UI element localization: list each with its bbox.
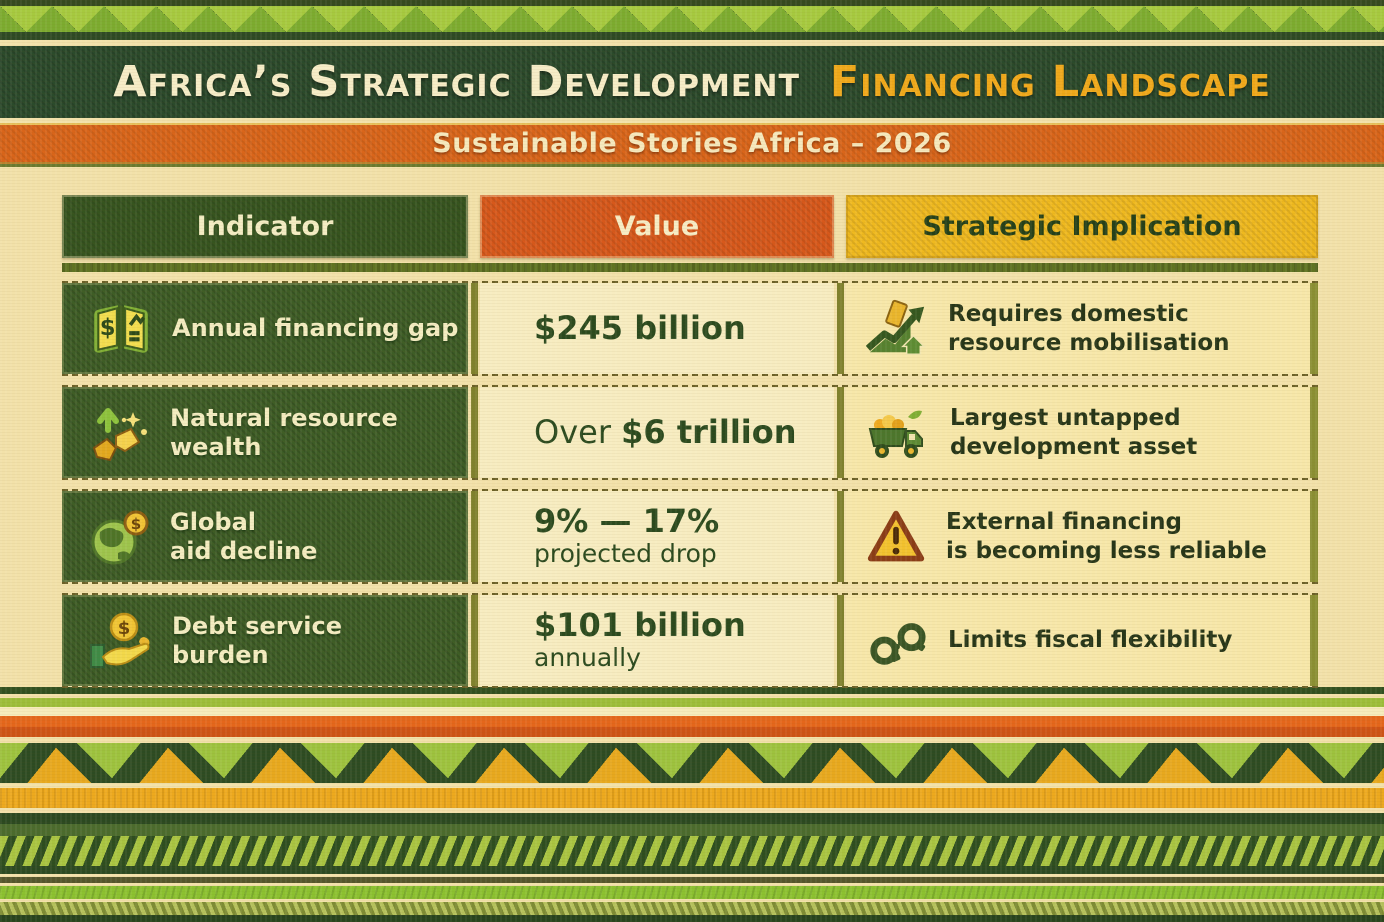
bottom-stripe <box>0 866 1384 874</box>
header-indicator: Indicator <box>62 195 468 258</box>
bottom-stripe <box>0 813 1384 824</box>
bottom-gold-band <box>0 788 1384 808</box>
data-table: Indicator Value Strategic Implication $ <box>62 195 1318 688</box>
indicator-cell: $ Annual financing gap <box>62 283 468 374</box>
bottom-stripe <box>0 698 1384 707</box>
value-cell: Over $6 trillion <box>480 387 834 478</box>
indicator-label: Debt service burden <box>172 612 342 669</box>
value-cell: $101 billion annually <box>480 595 834 686</box>
header-gap <box>834 195 846 258</box>
indicator-label: Global aid decline <box>170 508 318 565</box>
column-separator-bar <box>468 491 480 582</box>
title-band: Africa’s Strategic Development Financing… <box>0 46 1384 118</box>
implication-text: External financing is becoming less reli… <box>946 508 1267 564</box>
table-row: $ Global aid decline 9% — 17% projected … <box>62 489 1318 584</box>
hand-coin-icon: $ <box>90 612 150 668</box>
globe-coin-icon: $ <box>91 510 149 564</box>
value-text: 9% — 17% <box>534 501 720 540</box>
bottom-stripe <box>0 886 1384 899</box>
header-gap <box>468 195 480 258</box>
value-text: $245 billion <box>534 308 746 347</box>
subtitle-band: Sustainable Stories Africa – 2026 <box>0 123 1384 164</box>
implication-text: Limits fiscal flexibility <box>948 627 1233 654</box>
indicator-cell: Natural resource wealth <box>62 387 468 478</box>
value-text: $101 billion <box>534 605 746 644</box>
bottom-hatch-pattern <box>0 836 1384 866</box>
implication-cell: Largest untapped development asset <box>846 387 1318 478</box>
implication-cell: External financing is becoming less reli… <box>846 491 1318 582</box>
table-row: Natural resource wealth Over $6 trillion <box>62 385 1318 480</box>
table-header-row: Indicator Value Strategic Implication <box>62 195 1318 258</box>
value-text: Over $6 trillion <box>534 412 797 451</box>
column-separator-bar <box>468 283 480 374</box>
indicator-label: Annual financing gap <box>172 314 459 343</box>
top-green-stripe <box>0 32 1384 40</box>
bottom-stripe <box>0 716 1384 727</box>
column-separator-bar <box>468 595 480 686</box>
column-separator-bar <box>834 595 846 686</box>
svg-text:$: $ <box>118 618 131 639</box>
bottom-stripe <box>0 727 1384 737</box>
header-value: Value <box>480 195 834 258</box>
table-row: $ Annual financing gap $245 billion <box>62 281 1318 376</box>
bottom-stripe <box>0 707 1384 716</box>
implication-cell: Requires domestic resource mobilisation <box>846 283 1318 374</box>
bottom-stripe <box>0 824 1384 836</box>
bottom-stripe <box>0 877 1384 883</box>
dump-truck-icon <box>868 410 923 458</box>
column-separator-bar <box>834 491 846 582</box>
value-cell: 9% — 17% projected drop <box>480 491 834 582</box>
warning-triangle-icon <box>867 510 925 561</box>
money-growth-icon <box>866 299 926 355</box>
svg-text:$: $ <box>131 515 141 533</box>
page-subtitle: Sustainable Stories Africa – 2026 <box>432 128 952 159</box>
bottom-stripe <box>0 915 1384 922</box>
handcuffs-icon <box>870 622 926 665</box>
page-title: Africa’s Strategic Development Financing… <box>113 57 1270 107</box>
bottom-zigzag-pattern <box>0 743 1384 783</box>
indicator-cell: $ Global aid decline <box>62 491 468 582</box>
book-dollar-icon: $ <box>94 304 148 353</box>
page-title-accent: Financing Landscape <box>829 57 1271 107</box>
bottom-stripe <box>0 687 1384 694</box>
gold-nuggets-icon <box>92 407 147 461</box>
top-zigzag-pattern <box>0 6 1384 32</box>
indicator-cell: $ Debt service burden <box>62 595 468 686</box>
header-implication: Strategic Implication <box>846 195 1318 258</box>
svg-text:$: $ <box>100 315 116 341</box>
implication-text: Largest untapped development asset <box>950 404 1198 460</box>
page-title-primary: Africa’s Strategic Development <box>113 57 800 107</box>
implication-cell: Limits fiscal flexibility <box>846 595 1318 686</box>
subtitle-underline-stripe <box>0 164 1384 167</box>
value-cell: $245 billion <box>480 283 834 374</box>
table-row: $ Debt service burden $101 billion annua… <box>62 593 1318 688</box>
column-separator-bar <box>834 283 846 374</box>
indicator-label: Natural resource wealth <box>170 404 398 461</box>
column-separator-bar <box>468 387 480 478</box>
bottom-hatch-pattern <box>0 902 1384 915</box>
header-divider-bar <box>62 263 1318 272</box>
top-edge-stripe <box>0 0 1384 6</box>
implication-text: Requires domestic resource mobilisation <box>948 300 1230 356</box>
column-separator-bar <box>834 387 846 478</box>
